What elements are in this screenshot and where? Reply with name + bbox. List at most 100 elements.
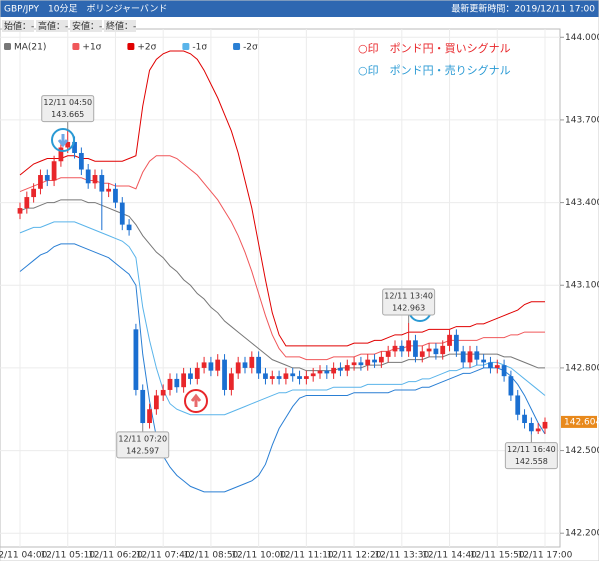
candle-body xyxy=(406,340,412,352)
band-line xyxy=(19,243,546,493)
candle-body xyxy=(38,175,43,189)
candle-body xyxy=(494,365,500,368)
info-label: 高値：- xyxy=(38,20,68,32)
candle-body xyxy=(235,362,241,374)
candle-body xyxy=(194,367,200,379)
band-line xyxy=(19,50,545,347)
callout-time: 12/11 07:20 xyxy=(118,434,167,443)
legend-label: -1σ xyxy=(192,43,207,53)
callout-time: 12/11 13:40 xyxy=(384,291,433,300)
callout-time: 12/11 04:50 xyxy=(43,98,92,107)
x-tick-label: 12/11 07:40 xyxy=(136,551,191,561)
candle-body xyxy=(119,202,125,225)
x-tick-label: 12/11 14:40 xyxy=(422,551,477,561)
x-tick-label: 12/11 13:30 xyxy=(374,551,429,561)
legend-swatch xyxy=(233,43,241,50)
candle-body xyxy=(276,376,282,379)
candle-body xyxy=(215,359,221,371)
signal-note: ○印 ポンド円・買いシグナル xyxy=(358,41,511,55)
candle-body xyxy=(460,351,466,363)
info-label: 始値：- xyxy=(4,20,34,32)
legend-label: +1σ xyxy=(82,43,101,53)
last-price-box xyxy=(561,415,597,428)
candle-body xyxy=(147,409,152,424)
candle-body xyxy=(228,373,234,390)
candle-body xyxy=(297,376,302,379)
candle-body xyxy=(72,141,77,153)
candle-body xyxy=(481,359,487,363)
y-tick-label: 142.500 xyxy=(565,446,599,456)
chart-title: GBP/JPY 10分足 ボリンジャーバンド xyxy=(4,4,167,15)
candle-body xyxy=(303,376,309,379)
candle-body xyxy=(467,351,473,363)
candle-body xyxy=(338,367,343,371)
candle-body xyxy=(515,395,521,415)
y-tick-label: 143.400 xyxy=(565,198,599,208)
candle-body xyxy=(535,428,541,432)
candle-body xyxy=(358,362,364,366)
callout-value: 142.597 xyxy=(126,446,159,455)
callout-box xyxy=(116,431,170,459)
candle-body xyxy=(392,345,398,352)
candle-body xyxy=(344,365,350,371)
down-arrow xyxy=(57,134,69,148)
callout-box xyxy=(504,442,558,470)
info-label: 安値：- xyxy=(72,20,102,32)
candle-body xyxy=(181,373,187,388)
legend-swatch xyxy=(127,43,135,50)
sell-signal-circle xyxy=(51,128,75,152)
candle-body xyxy=(99,175,105,192)
candle-body xyxy=(372,359,377,363)
plot-border xyxy=(0,28,561,548)
y-tick-label: 143.100 xyxy=(565,281,599,291)
legend-label: MA(21) xyxy=(14,43,46,53)
candle-body xyxy=(92,175,98,184)
candle-body xyxy=(174,378,180,388)
candle-body xyxy=(126,224,132,231)
candle-body xyxy=(44,175,50,181)
candle-body xyxy=(85,169,91,184)
x-tick-label: 12/11 12:20 xyxy=(327,551,382,561)
x-tick-label: 12/11 17:00 xyxy=(518,551,573,561)
candle-body xyxy=(51,161,57,181)
legend-label: -2σ xyxy=(243,43,258,53)
candle-body xyxy=(188,373,193,379)
last-price: 142.604 xyxy=(564,417,599,427)
candle-body xyxy=(256,356,262,374)
y-tick-label: 144.000 xyxy=(565,33,599,43)
candle-body xyxy=(324,370,330,374)
candle-body xyxy=(474,351,480,360)
candle-body xyxy=(78,152,84,170)
info-box xyxy=(2,20,34,32)
candle-body xyxy=(365,359,371,366)
x-tick-label: 12/11 05:10 xyxy=(40,551,95,561)
legend-swatch xyxy=(4,43,11,50)
candle-body xyxy=(447,334,452,346)
info-box xyxy=(70,20,102,32)
signal-note: ○印 ポンド円・売りシグナル xyxy=(358,63,511,77)
updated-time: 最新更新時間：2019/12/11 17:00 xyxy=(451,3,595,15)
candle-body xyxy=(65,141,71,148)
candle-body xyxy=(222,359,227,390)
band-line xyxy=(19,155,545,361)
candle-body xyxy=(106,188,112,192)
candle-body xyxy=(453,334,459,352)
candle-body xyxy=(31,188,37,198)
candle-body xyxy=(522,414,527,424)
info-label: 終値：- xyxy=(106,20,136,32)
candle-body xyxy=(419,351,425,357)
candle-body xyxy=(283,373,289,379)
legend-swatch xyxy=(182,43,190,50)
band-line xyxy=(19,199,545,372)
x-tick-label: 12/11 04:00 xyxy=(0,551,48,561)
header-bar xyxy=(0,0,599,17)
info-box xyxy=(36,20,68,32)
y-tick-label: 143.700 xyxy=(565,115,599,125)
y-tick-label: 142.200 xyxy=(565,529,599,539)
candle-body xyxy=(263,373,268,379)
candle-body xyxy=(317,370,323,374)
x-tick-label: 12/11 06:20 xyxy=(88,551,143,561)
x-tick-label: 12/11 10:00 xyxy=(231,551,286,561)
callout-value: 142.963 xyxy=(392,303,425,312)
